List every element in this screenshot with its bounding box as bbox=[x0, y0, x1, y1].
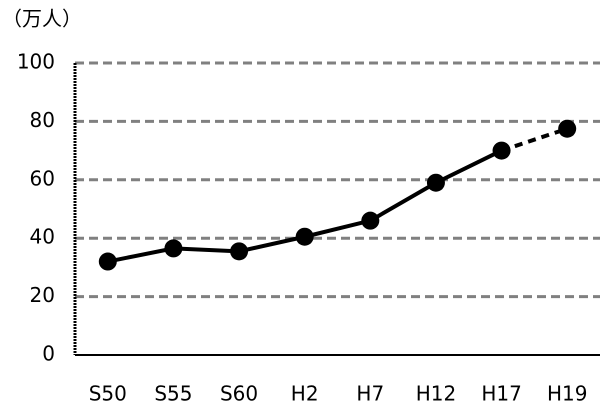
marker bbox=[492, 141, 511, 160]
marker bbox=[558, 119, 577, 138]
x-tick-label: H17 bbox=[481, 382, 522, 406]
marker bbox=[164, 239, 183, 258]
y-tick-label: 60 bbox=[30, 166, 55, 190]
y-tick-label: 0 bbox=[42, 342, 55, 366]
marker bbox=[361, 211, 380, 230]
marker bbox=[295, 227, 314, 246]
marker bbox=[426, 173, 445, 192]
x-tick-label: H12 bbox=[416, 382, 457, 406]
marker bbox=[230, 242, 249, 261]
y-tick-label: 80 bbox=[30, 108, 55, 132]
x-tick-label: H7 bbox=[356, 382, 384, 406]
x-tick-label: S55 bbox=[154, 382, 192, 406]
unit-label: （万人） bbox=[2, 7, 82, 31]
marker bbox=[98, 252, 117, 271]
y-tick-label: 100 bbox=[17, 50, 55, 74]
x-tick-label: S50 bbox=[89, 382, 127, 406]
x-tick-label: S60 bbox=[220, 382, 258, 406]
line-dashed bbox=[500, 126, 568, 153]
y-tick-label: 20 bbox=[30, 283, 55, 307]
x-tick-label: H19 bbox=[547, 382, 588, 406]
x-tick-label: H2 bbox=[291, 382, 319, 406]
y-tick-label: 40 bbox=[30, 225, 55, 249]
